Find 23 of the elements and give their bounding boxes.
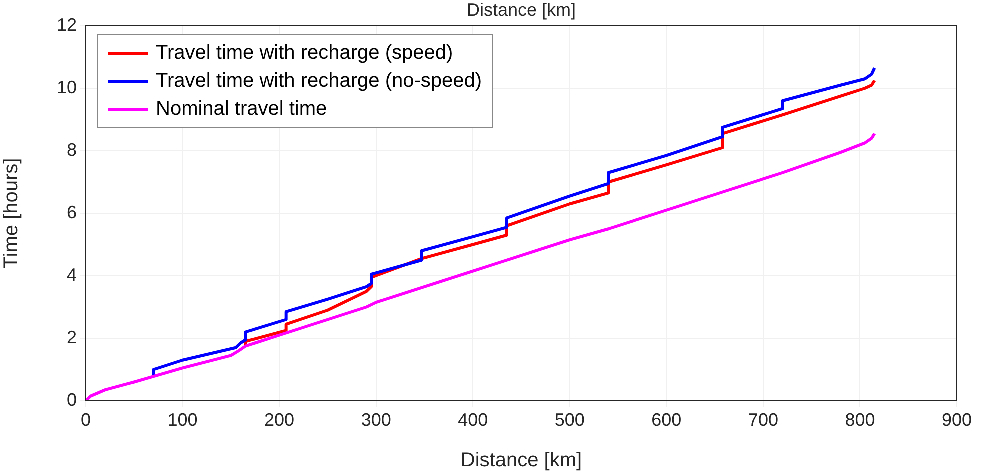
y-tick-label: 12: [56, 14, 77, 35]
x-tick-label: 900: [942, 410, 972, 430]
x-axis-title: Distance [km]: [460, 450, 582, 472]
y-tick-label: 2: [66, 327, 77, 348]
x-tick-label: 700: [748, 410, 778, 430]
y-tick-label: 8: [66, 140, 77, 160]
x-tick-label: 800: [845, 410, 876, 430]
y-tick-label: 0: [66, 390, 77, 410]
legend-label: Travel time with recharge (speed): [156, 42, 454, 64]
x-tick-label: 400: [458, 410, 488, 430]
y-tick-label: 10: [56, 77, 77, 98]
x-tick-label: 100: [168, 410, 198, 430]
x-tick-label: 600: [652, 410, 682, 430]
y-axis-title: Time [hours]: [0, 158, 23, 269]
y-tick-label: 4: [66, 264, 77, 285]
y-tick-label: 6: [66, 202, 77, 222]
x-tick-label: 500: [554, 410, 585, 430]
x-tick-label: 0: [80, 410, 92, 430]
legend-label: Travel time with recharge (no-speed): [156, 70, 482, 92]
x-tick-label: 300: [361, 410, 392, 430]
legend-label: Nominal travel time: [156, 98, 328, 120]
x-tick-label: 200: [264, 410, 295, 430]
chart-title: Distance [km]: [466, 0, 578, 21]
